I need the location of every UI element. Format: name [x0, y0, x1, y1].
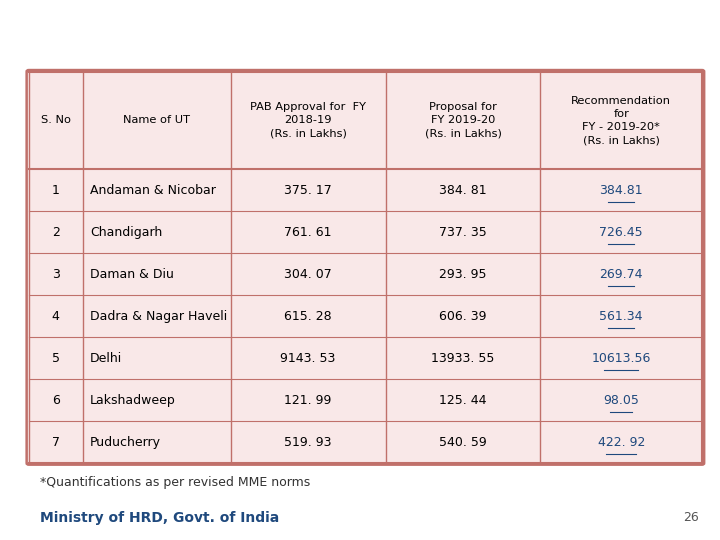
Text: 98.05: 98.05	[603, 394, 639, 407]
Text: Recommendation
for
FY - 2019-20*
(Rs. in Lakhs): Recommendation for FY - 2019-20* (Rs. in…	[571, 96, 671, 145]
Text: 3: 3	[52, 268, 60, 281]
Text: Puducherry: Puducherry	[90, 436, 161, 449]
Text: 13933. 55: 13933. 55	[431, 352, 495, 365]
Text: 606. 39: 606. 39	[439, 310, 487, 323]
Text: Chandigarh: Chandigarh	[90, 226, 162, 239]
Text: 10613.56: 10613.56	[592, 352, 651, 365]
Text: Lakshadweep: Lakshadweep	[90, 394, 176, 407]
Text: Dadra & Nagar Haveli: Dadra & Nagar Haveli	[90, 310, 227, 323]
Text: 293. 95: 293. 95	[439, 268, 487, 281]
Text: 2: 2	[52, 226, 60, 239]
Text: Ministry of HRD, Govt. of India: Ministry of HRD, Govt. of India	[40, 511, 279, 525]
Text: Delhi: Delhi	[90, 352, 122, 365]
Text: 422. 92: 422. 92	[598, 436, 645, 449]
FancyBboxPatch shape	[27, 70, 704, 464]
Text: 269.74: 269.74	[600, 268, 643, 281]
Text: 6: 6	[52, 394, 60, 407]
Text: 5: 5	[52, 352, 60, 365]
Text: 761. 61: 761. 61	[284, 226, 332, 239]
Text: S. No: S. No	[41, 116, 71, 125]
Text: 26: 26	[683, 511, 698, 524]
Text: 9143. 53: 9143. 53	[281, 352, 336, 365]
Text: 384. 81: 384. 81	[439, 184, 487, 197]
Text: *Quantifications as per revised MME norms: *Quantifications as per revised MME norm…	[40, 476, 310, 489]
Text: 540. 59: 540. 59	[439, 436, 487, 449]
Text: 561.34: 561.34	[600, 310, 643, 323]
Text: 4: 4	[52, 310, 60, 323]
Text: Proposal for
FY 2019-20
(Rs. in Lakhs): Proposal for FY 2019-20 (Rs. in Lakhs)	[425, 102, 501, 139]
Text: 304. 07: 304. 07	[284, 268, 332, 281]
Text: 737. 35: 737. 35	[439, 226, 487, 239]
Text: 7: 7	[52, 436, 60, 449]
Text: 384.81: 384.81	[600, 184, 643, 197]
Text: 615. 28: 615. 28	[284, 310, 332, 323]
Text: Daman & Diu: Daman & Diu	[90, 268, 174, 281]
Text: Recommendation for UTs: Recommendation for UTs	[164, 8, 556, 36]
Text: 121. 99: 121. 99	[284, 394, 332, 407]
Text: Name of UT: Name of UT	[123, 116, 190, 125]
Text: 519. 93: 519. 93	[284, 436, 332, 449]
Text: PAB Approval for  FY
2018-19
(Rs. in Lakhs): PAB Approval for FY 2018-19 (Rs. in Lakh…	[250, 102, 366, 139]
Text: 375. 17: 375. 17	[284, 184, 332, 197]
Text: 125. 44: 125. 44	[439, 394, 487, 407]
Text: 1: 1	[52, 184, 60, 197]
Text: 726.45: 726.45	[600, 226, 643, 239]
Text: Andaman & Nicobar: Andaman & Nicobar	[90, 184, 216, 197]
